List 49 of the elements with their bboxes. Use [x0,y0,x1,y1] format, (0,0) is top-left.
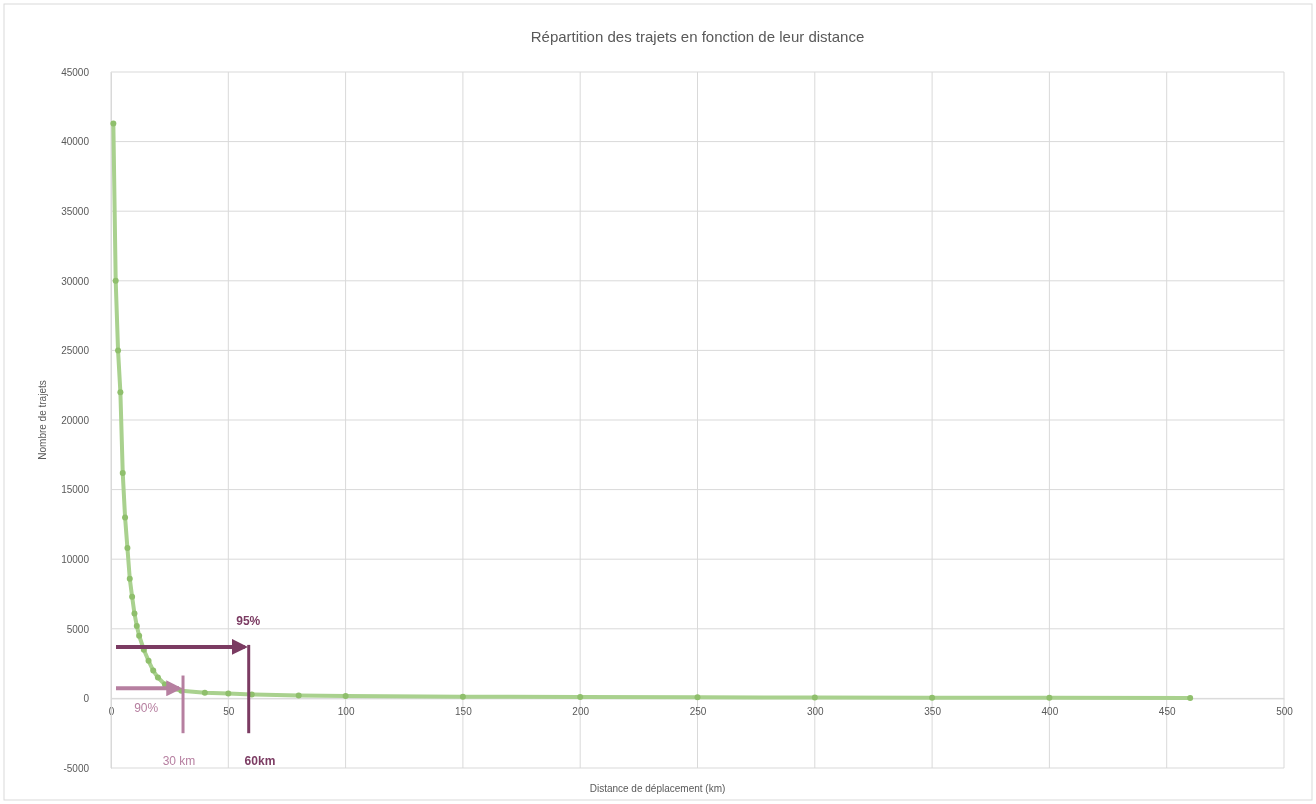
x-tick-label: 200 [572,706,590,718]
y-tick-label: 45000 [61,66,90,78]
annotation: 60km [244,753,276,768]
point [131,610,138,617]
point [1187,694,1194,701]
x-tick-label: 450 [1158,706,1176,718]
point [459,693,466,700]
annotation: 95% [236,614,261,629]
x-tick-label: 300 [806,706,825,718]
point [124,545,131,552]
y-tick-label: 25000 [61,345,90,357]
y-tick-label: 30000 [61,275,90,287]
x-tick-label: 100 [337,706,355,718]
annotation: 30 km [162,753,196,768]
point [126,575,133,582]
point [295,692,302,699]
point [154,674,161,681]
point [110,120,117,127]
point [129,593,136,600]
y-tick-label: 35000 [61,205,90,217]
point [115,347,122,354]
x-tick-label: 50 [223,706,235,718]
y-axis-title: Nombre de trajets [37,380,48,460]
x-axis-title: Distance de déplacement (km) [589,783,726,794]
point [122,514,129,521]
point [150,667,157,674]
x-tick-label: 150 [455,706,473,718]
y-tick-label: 40000 [61,136,90,148]
y-tick-label: 0 [83,693,90,705]
point [133,623,140,630]
x-tick-label: 350 [924,706,942,718]
x-tick-label: 400 [1041,706,1059,718]
point [145,657,152,664]
x-tick-label: 500 [1276,706,1294,718]
point [342,692,349,699]
y-tick-label: 5000 [66,623,90,635]
point [119,469,126,476]
y-tick-label: 10000 [61,553,90,565]
point [225,690,232,697]
y-tick-label: -5000 [63,762,90,774]
point [112,277,119,284]
x-tick-label: 250 [689,706,707,718]
point [117,389,124,396]
y-tick-label: 20000 [61,414,90,426]
chart-title: Répartition des trajets en fonction de leur distance [530,28,865,45]
point [201,689,208,696]
annotation: 90% [134,701,159,716]
point [136,632,143,639]
y-tick-label: 15000 [61,484,90,496]
